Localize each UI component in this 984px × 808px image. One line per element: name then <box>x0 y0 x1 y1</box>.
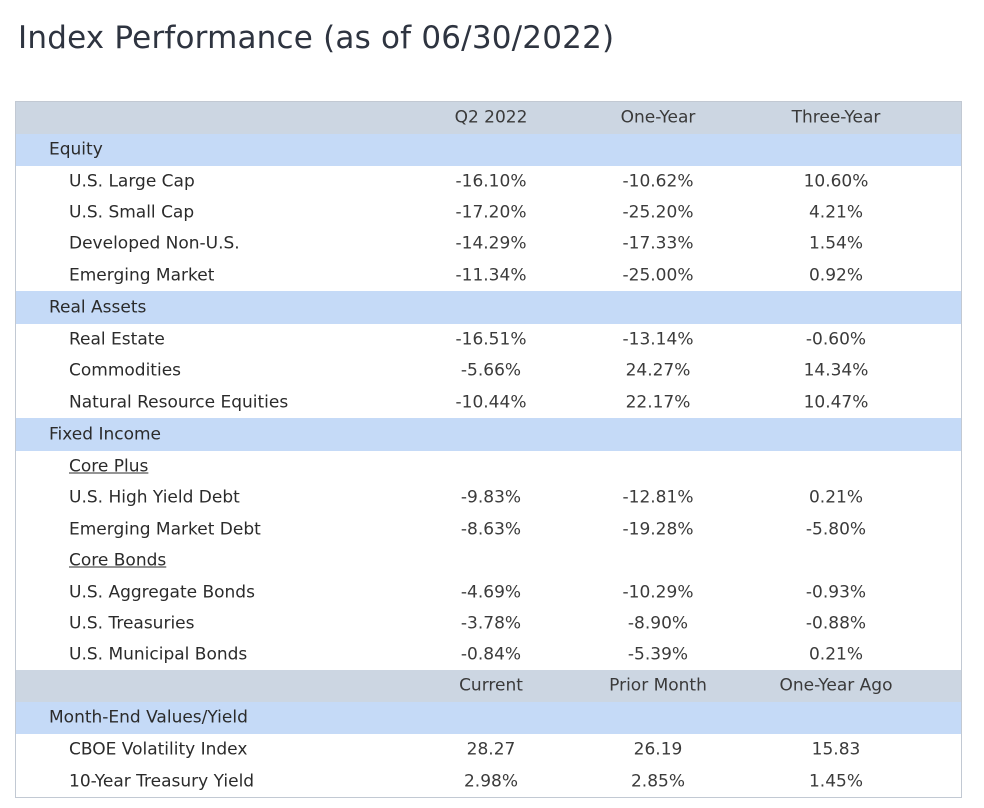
table-row: CBOE Volatility Index 28.27 26.19 15.83 <box>16 734 961 766</box>
row-label: CBOE Volatility Index <box>69 739 248 760</box>
cell-q2: -0.84% <box>460 644 522 665</box>
row-label: U.S. High Yield Debt <box>69 487 240 508</box>
cell-three-year: 0.92% <box>808 265 863 285</box>
cell-current: 28.27 <box>466 739 516 760</box>
table-row: Natural Resource Equities -10.44% 22.17%… <box>16 387 961 418</box>
section-month-end: Month-End Values/Yield <box>16 702 961 734</box>
section-real-assets: Real Assets <box>16 291 961 324</box>
cell-three-year: -0.93% <box>805 582 867 602</box>
cell-q2: -14.29% <box>455 233 527 254</box>
table-row: Commodities -5.66% 24.27% 14.34% <box>16 355 961 387</box>
cell-q2: -10.44% <box>455 392 527 412</box>
subsection-core-bonds: Core Bonds <box>16 545 961 577</box>
row-label: Commodities <box>69 360 182 381</box>
cell-q2: -4.69% <box>460 582 522 602</box>
cell-one-year: -17.33% <box>622 233 694 254</box>
section-fixed-income: Fixed Income <box>16 418 961 451</box>
table-row: Emerging Market -11.34% -25.00% 0.92% <box>16 260 961 291</box>
cell-three-year: 10.47% <box>803 392 869 412</box>
table-row: U.S. Aggregate Bonds -4.69% -10.29% -0.9… <box>16 577 961 608</box>
col-header-q2: Q2 2022 <box>454 107 528 128</box>
table-row: U.S. High Yield Debt -9.83% -12.81% 0.21… <box>16 482 961 514</box>
cell-one-year: -10.29% <box>622 582 694 602</box>
section-label: Equity <box>49 139 103 160</box>
cell-q2: -17.20% <box>455 202 527 222</box>
cell-q2: -3.78% <box>460 613 522 634</box>
cell-three-year: 0.21% <box>808 487 863 508</box>
table-row: U.S. Municipal Bonds -0.84% -5.39% 0.21% <box>16 640 961 670</box>
cell-three-year: 0.21% <box>808 644 863 665</box>
cell-q2: -5.66% <box>460 360 522 381</box>
col-header-three-year: Three-Year <box>791 107 881 128</box>
subsection-label: Core Plus <box>69 456 149 476</box>
cell-one-year: -5.39% <box>627 644 689 665</box>
page-title: Index Performance (as of 06/30/2022) <box>18 20 615 56</box>
section-label: Month-End Values/Yield <box>49 707 248 728</box>
cell-three-year: 14.34% <box>803 360 869 381</box>
table-row: Developed Non-U.S. -14.29% -17.33% 1.54% <box>16 228 961 260</box>
cell-three-year: 1.54% <box>808 233 863 254</box>
row-label: U.S. Small Cap <box>69 202 195 222</box>
row-label: Real Estate <box>69 329 165 349</box>
section-label: Real Assets <box>49 297 147 317</box>
row-label: U.S. Treasuries <box>69 613 195 634</box>
table-row: 10-Year Treasury Yield 2.98% 2.85% 1.45% <box>16 766 961 797</box>
row-label: Emerging Market Debt <box>69 519 261 539</box>
cell-one-year: -10.62% <box>622 171 694 191</box>
section-equity: Equity <box>16 134 961 166</box>
cell-q2: -11.34% <box>455 265 527 285</box>
table-row: Real Estate -16.51% -13.14% -0.60% <box>16 324 961 355</box>
table-header-row: Q2 2022 One-Year Three-Year <box>16 102 961 134</box>
cell-three-year: 10.60% <box>803 171 869 191</box>
cell-q2: -9.83% <box>460 487 522 508</box>
cell-three-year: -0.88% <box>805 613 867 634</box>
row-label: U.S. Municipal Bonds <box>69 644 248 665</box>
performance-table: Q2 2022 One-Year Three-Year Equity U.S. … <box>15 101 962 798</box>
subsection-label: Core Bonds <box>69 550 167 571</box>
col-header-prior-month: Prior Month <box>609 675 707 696</box>
row-label: Developed Non-U.S. <box>69 233 240 254</box>
cell-one-year: -25.20% <box>622 202 694 222</box>
cell-current: 2.98% <box>463 771 518 791</box>
row-label: Emerging Market <box>69 265 215 285</box>
cell-three-year: 4.21% <box>808 202 863 222</box>
cell-one-year: -19.28% <box>622 519 694 539</box>
cell-q2: -16.51% <box>455 329 527 349</box>
col-header-one-year-ago: One-Year Ago <box>779 675 893 696</box>
cell-q2: -16.10% <box>455 171 527 191</box>
section-label: Fixed Income <box>49 424 162 444</box>
cell-one-year: -12.81% <box>622 487 694 508</box>
table-row: U.S. Large Cap -16.10% -10.62% 10.60% <box>16 166 961 197</box>
col-header-one-year: One-Year <box>620 107 696 128</box>
cell-one-year: 24.27% <box>625 360 691 381</box>
cell-three-year: -0.60% <box>805 329 867 349</box>
cell-one-year: -8.90% <box>627 613 689 634</box>
cell-one-year-ago: 15.83 <box>811 739 861 760</box>
cell-q2: -8.63% <box>460 519 522 539</box>
table-header-row-2: Current Prior Month One-Year Ago <box>16 670 961 702</box>
cell-one-year: -13.14% <box>622 329 694 349</box>
cell-one-year: -25.00% <box>622 265 694 285</box>
row-label: Natural Resource Equities <box>69 392 289 412</box>
table-row: U.S. Small Cap -17.20% -25.20% 4.21% <box>16 197 961 228</box>
row-label: U.S. Large Cap <box>69 171 195 191</box>
cell-three-year: -5.80% <box>805 519 867 539</box>
row-label: U.S. Aggregate Bonds <box>69 582 255 602</box>
cell-one-year: 22.17% <box>625 392 691 412</box>
cell-one-year-ago: 1.45% <box>808 771 863 791</box>
col-header-current: Current <box>459 675 523 696</box>
cell-prior-month: 26.19 <box>633 739 683 760</box>
table-row: U.S. Treasuries -3.78% -8.90% -0.88% <box>16 608 961 640</box>
subsection-core-plus: Core Plus <box>16 451 961 482</box>
cell-prior-month: 2.85% <box>630 771 685 791</box>
table-row: Emerging Market Debt -8.63% -19.28% -5.8… <box>16 514 961 545</box>
row-label: 10-Year Treasury Yield <box>69 771 255 791</box>
